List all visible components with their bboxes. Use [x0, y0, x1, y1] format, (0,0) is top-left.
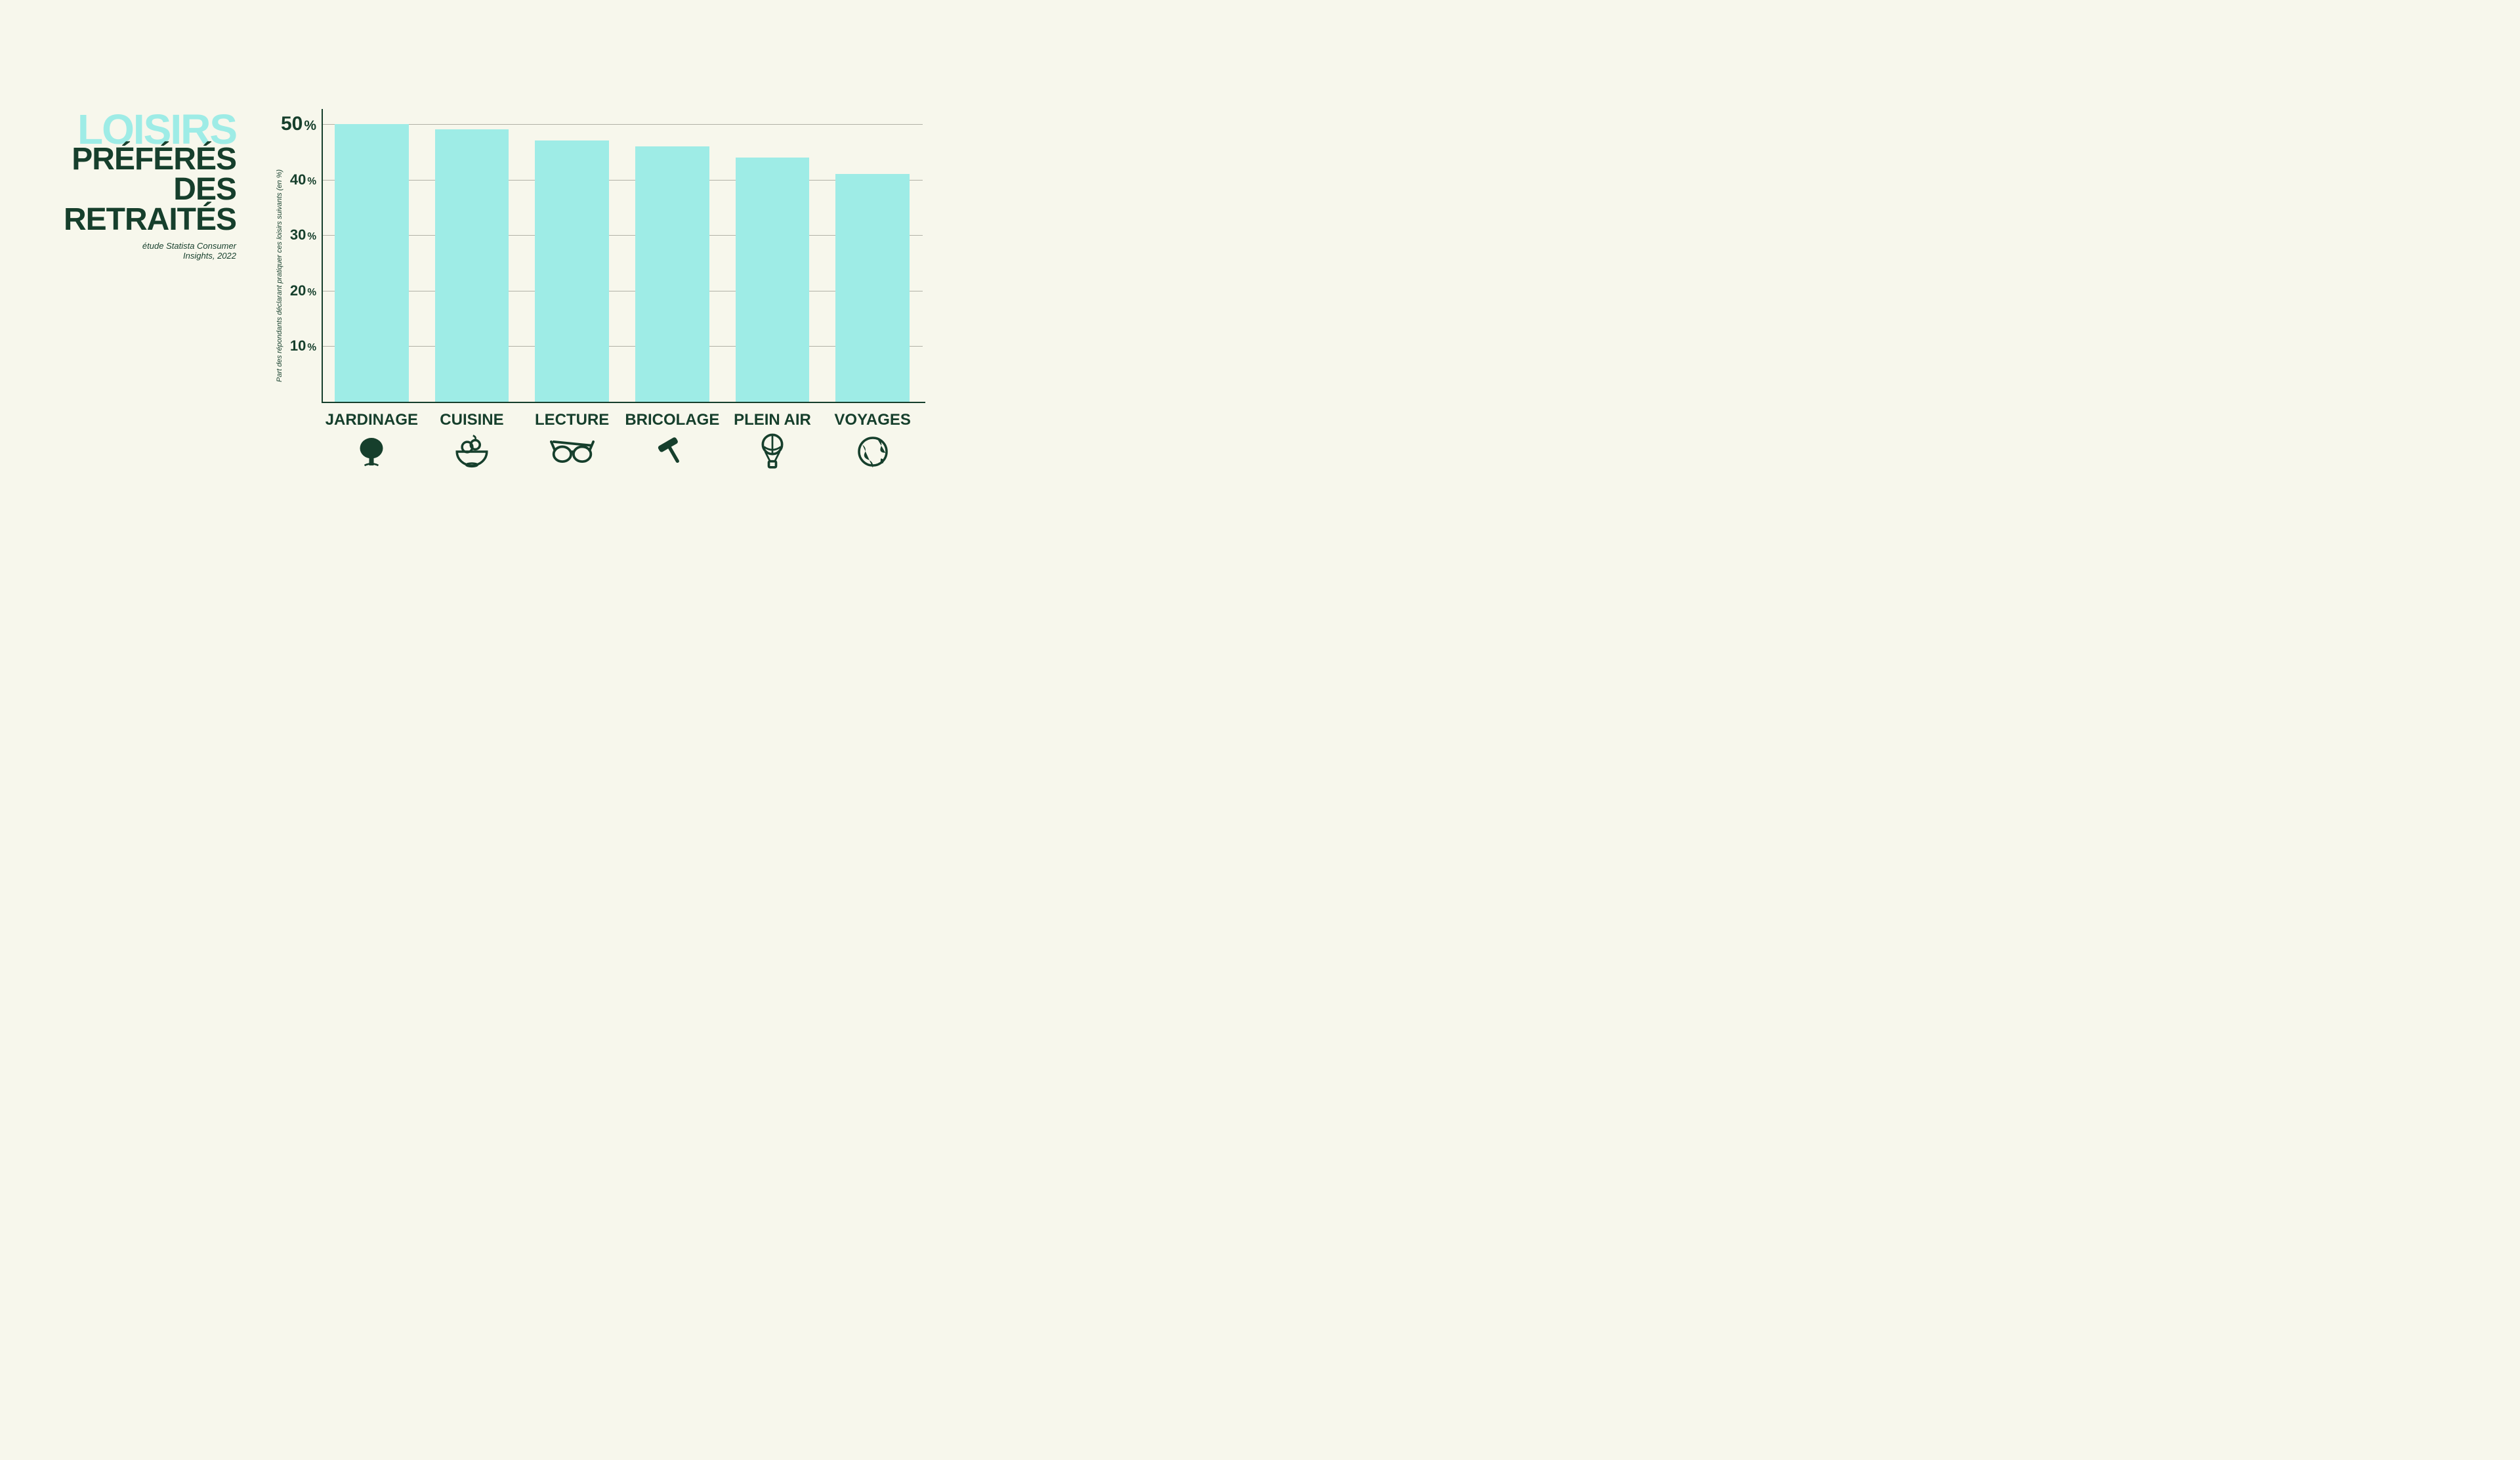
gridline: [322, 180, 923, 181]
gridline: [322, 346, 923, 347]
gridline: [322, 124, 923, 125]
y-axis-line: [322, 109, 323, 402]
x-category-label: VOYAGES: [822, 411, 923, 429]
y-tick-label: 40%: [274, 171, 316, 188]
bar: [435, 129, 509, 402]
x-category-label: BRICOLAGE: [622, 411, 723, 429]
x-category-label: PLEIN AIR: [723, 411, 823, 429]
y-tick-label: 30%: [274, 226, 316, 244]
y-tick-label: 10%: [274, 337, 316, 354]
gridline: [322, 235, 923, 236]
y-tick-label: 20%: [274, 282, 316, 299]
hammer-icon: [650, 431, 694, 473]
bar-chart: 10%20%30%40%50% JARDINAGECUISINELECTUREB…: [322, 113, 923, 402]
bar: [335, 124, 409, 402]
tree-icon: [349, 431, 394, 473]
balloon-icon: [750, 431, 795, 473]
bowl-icon: [450, 431, 494, 473]
bar: [535, 140, 609, 402]
x-axis-line: [322, 402, 925, 403]
x-category-label: JARDINAGE: [322, 411, 422, 429]
sunglasses-icon: [550, 431, 595, 473]
x-category-label: LECTURE: [522, 411, 622, 429]
infographic-stage: LOISIRS PRÉFÉRÉS DES RETRAITÉS étude Sta…: [0, 0, 1008, 584]
source-text: étude Statista Consumer Insights, 2022: [39, 241, 236, 261]
bar: [835, 174, 910, 402]
plot-area: 10%20%30%40%50%: [322, 113, 923, 402]
title-rest: PRÉFÉRÉS DES RETRAITÉS: [39, 144, 236, 234]
bar: [736, 158, 810, 402]
globe-icon: [850, 431, 895, 473]
x-category-label: CUISINE: [422, 411, 522, 429]
title-block: LOISIRS PRÉFÉRÉS DES RETRAITÉS étude Sta…: [39, 112, 236, 261]
bar: [635, 146, 709, 402]
y-tick-label: 50%: [274, 113, 316, 135]
